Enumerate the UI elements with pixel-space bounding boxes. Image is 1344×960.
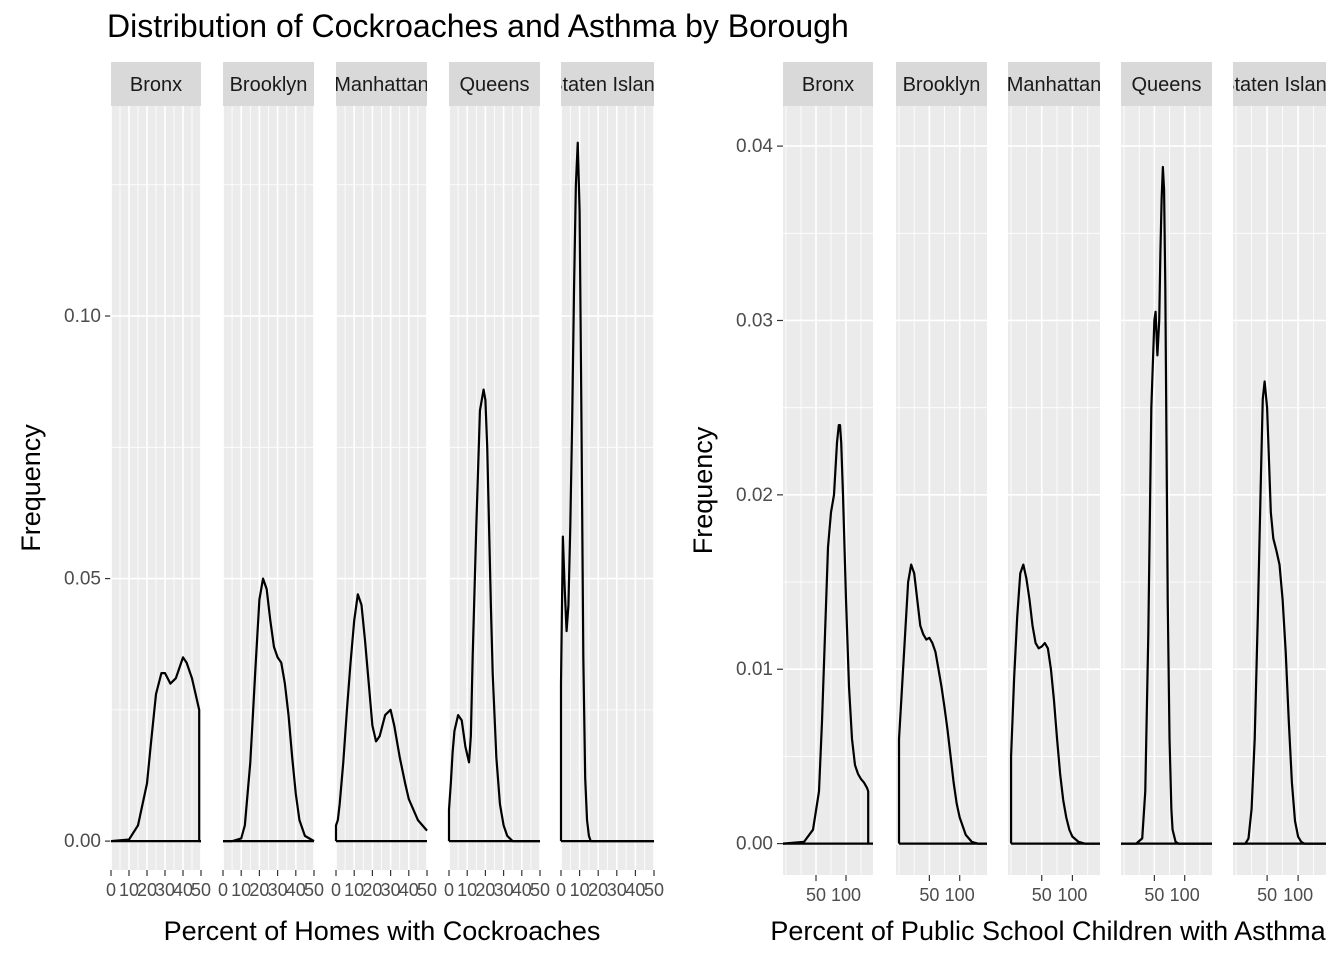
- x-tick-label: 20: [362, 880, 382, 900]
- facet-strip: [783, 62, 873, 106]
- x-tick-label: 40: [173, 880, 193, 900]
- x-tick-label: 50: [1032, 885, 1052, 905]
- x-axis-label: Percent of Homes with Cockroaches: [164, 916, 601, 946]
- x-tick-label: 50: [191, 880, 211, 900]
- facet-strip-label: Bronx: [130, 74, 182, 96]
- x-tick-label: 0: [106, 880, 116, 900]
- x-tick-label: 50: [530, 880, 550, 900]
- x-tick-label: 50: [806, 885, 826, 905]
- x-tick-label: 30: [494, 880, 514, 900]
- facet-panel-staten-island: Staten Island 50 100: [1221, 62, 1338, 905]
- density-curve: [1233, 380, 1326, 845]
- x-tick-label: 50: [644, 880, 664, 900]
- x-tick-label: 0: [556, 880, 566, 900]
- x-tick-label: 50: [919, 885, 939, 905]
- facet-strip-label: Queens: [1131, 74, 1201, 96]
- y-tick-label: 0.05: [64, 569, 101, 590]
- x-tick-label: 10: [570, 880, 590, 900]
- density-curve: [110, 656, 201, 843]
- facet-strip: [336, 62, 427, 106]
- facet-panel-bg: [1008, 106, 1100, 875]
- y-tick-label: 0.00: [736, 834, 773, 855]
- x-tick-label: 40: [399, 880, 419, 900]
- facet-strip-label: Brooklyn: [230, 74, 308, 96]
- chart-group-2: 0.00 0.01 0.02 0.03 0.04 Frequency Percent of …: [688, 62, 1338, 946]
- x-tick-label: 20: [588, 880, 608, 900]
- x-tick-label: 50: [1144, 885, 1164, 905]
- y-axis-label: Frequency: [16, 424, 46, 552]
- facet-strip-label: Queens: [459, 74, 529, 96]
- density-curve: [334, 593, 428, 842]
- facet-strip: [896, 62, 987, 106]
- x-tick-label: 50: [304, 880, 324, 900]
- facet-panel-brooklyn: Brooklyn 50 100: [896, 62, 987, 905]
- density-curve: [782, 424, 873, 845]
- facet-strip-label: Staten Island: [1221, 74, 1338, 96]
- x-tick-label: 0: [331, 880, 341, 900]
- x-tick-label: 10: [119, 880, 139, 900]
- x-tick-label: 30: [155, 880, 175, 900]
- x-tick-label: 10: [457, 880, 477, 900]
- x-tick-label: 10: [231, 880, 251, 900]
- facet-strip: [223, 62, 314, 106]
- density-curve: [1009, 563, 1100, 845]
- x-tick-label: 100: [945, 885, 975, 905]
- density-curve: [1121, 165, 1212, 845]
- facet-strip: [111, 62, 201, 106]
- facet-panel-queens: Queens 50 100: [1121, 62, 1212, 905]
- chart-title: Distribution of Cockroaches and Asthma b…: [107, 8, 849, 44]
- facet-panel-bg: [1233, 106, 1326, 875]
- facet-strip: [1008, 62, 1100, 106]
- facet-panel-manhattan: Manhattan 50 100: [1007, 62, 1102, 905]
- y-tick-label: 0.03: [736, 310, 773, 331]
- x-tick-label: 40: [286, 880, 306, 900]
- y-tick-label: 0.04: [736, 136, 773, 157]
- y-tick-label: 0.10: [64, 306, 101, 327]
- y-tick-label: 0.00: [64, 831, 101, 852]
- y-tick-label: 0.01: [736, 659, 773, 680]
- facet-panel-bronx: Bronx 50 100: [782, 62, 873, 905]
- facet-strip: [1233, 62, 1326, 106]
- x-tick-label: 20: [475, 880, 495, 900]
- facet-strip: [449, 62, 540, 106]
- x-tick-label: 0: [218, 880, 228, 900]
- y-tick-label: 0.02: [736, 485, 773, 506]
- x-tick-label: 100: [1170, 885, 1200, 905]
- x-tick-label: 100: [831, 885, 861, 905]
- x-tick-label: 40: [512, 880, 532, 900]
- x-tick-label: 10: [344, 880, 364, 900]
- density-curve: [223, 577, 315, 843]
- facet-strip: [561, 62, 654, 106]
- chart-group-1: 0.00 0.05 0.10 Frequency Percent of Homes wi…: [16, 62, 666, 946]
- density-curve: [447, 388, 540, 843]
- facet-strip-label: Brooklyn: [903, 74, 981, 96]
- facet-strip-label: Staten Island: [549, 74, 666, 96]
- x-tick-label: 30: [607, 880, 627, 900]
- facet-panel-bg: [783, 106, 873, 875]
- y-axis-label: Frequency: [688, 426, 718, 554]
- facet-strip-label: Manhattan: [334, 74, 429, 96]
- facet-strip-label: Manhattan: [1007, 74, 1102, 96]
- x-tick-label: 20: [249, 880, 269, 900]
- facet-panel-bg: [896, 106, 987, 875]
- x-tick-label: 0: [444, 880, 454, 900]
- x-tick-label: 20: [137, 880, 157, 900]
- x-tick-label: 50: [1257, 885, 1277, 905]
- facet-strip-label: Bronx: [802, 74, 854, 96]
- x-tick-label: 30: [381, 880, 401, 900]
- x-tick-label: 100: [1057, 885, 1087, 905]
- x-tick-label: 50: [417, 880, 437, 900]
- x-tick-label: 30: [268, 880, 288, 900]
- facet-strip: [1121, 62, 1212, 106]
- density-curve: [897, 563, 987, 845]
- x-tick-label: 100: [1283, 885, 1313, 905]
- x-tick-label: 40: [625, 880, 645, 900]
- x-axis-label: Percent of Public School Children with A…: [770, 916, 1326, 946]
